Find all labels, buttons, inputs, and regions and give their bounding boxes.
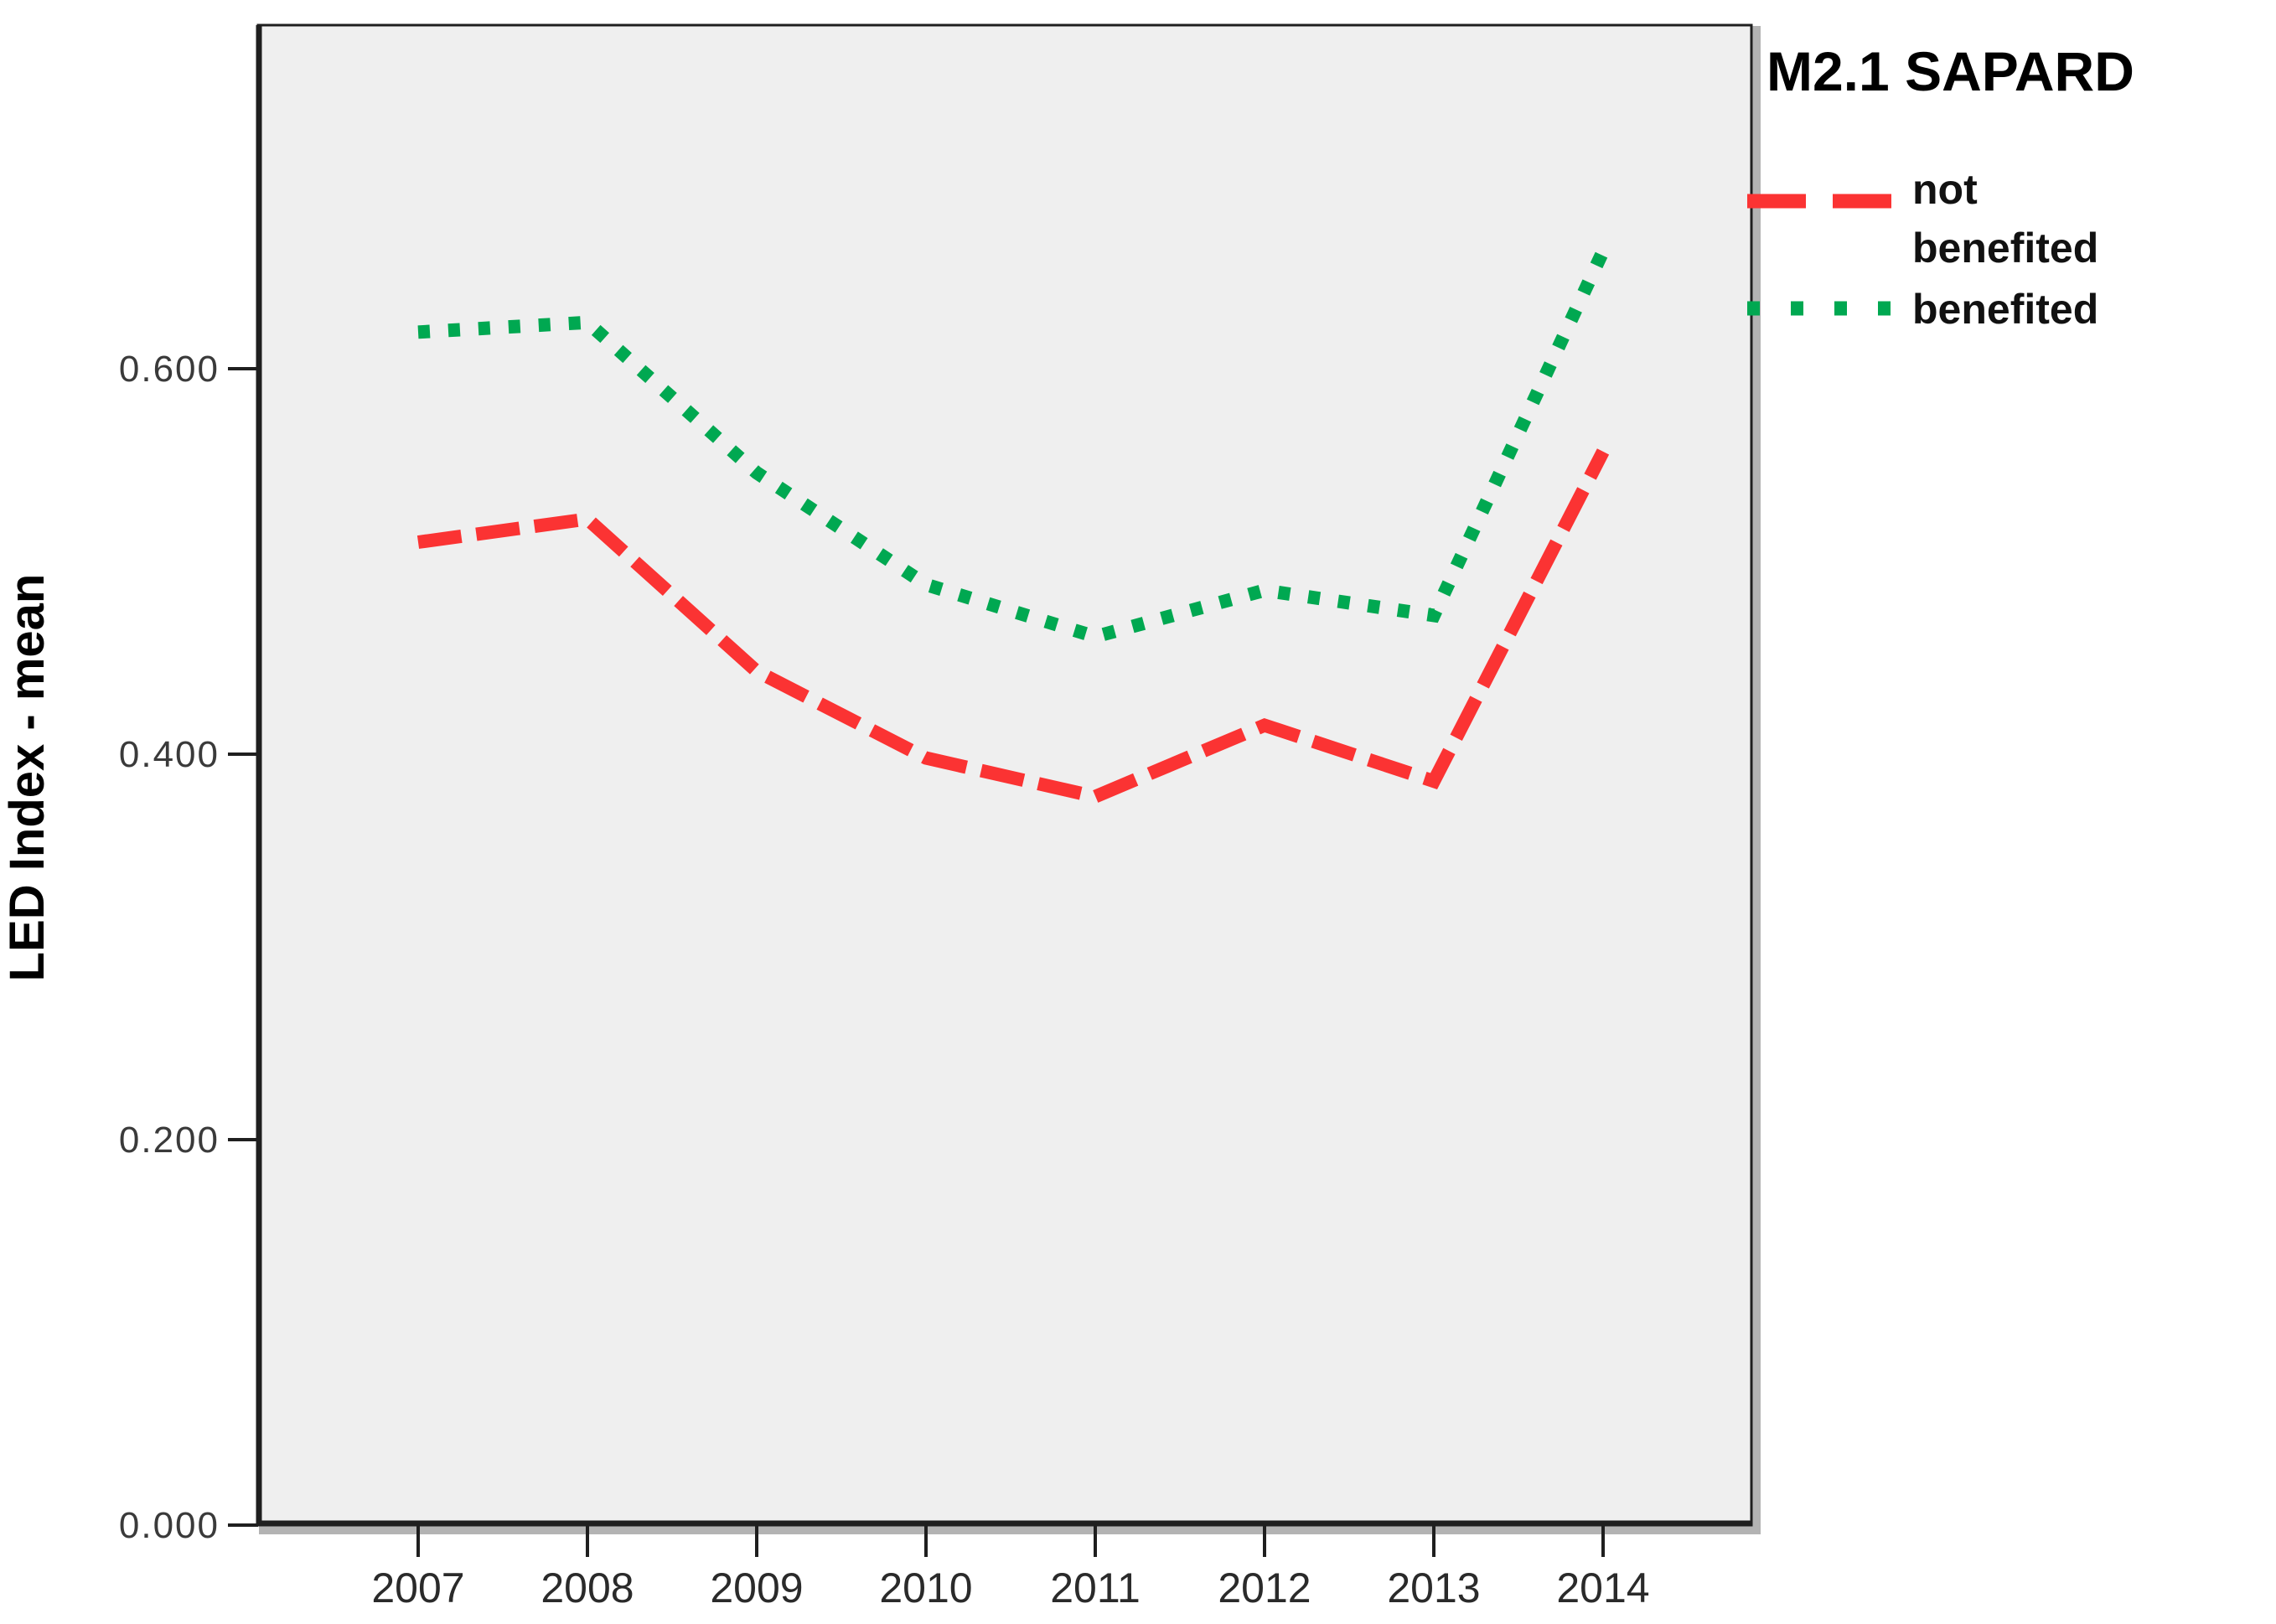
x-tick-label: 2010: [879, 1565, 972, 1611]
data-series: [416, 248, 1610, 804]
legend-title: M2.1 SAPARD: [1766, 40, 2134, 102]
x-tick-label: 2007: [371, 1565, 464, 1611]
x-axis-ticks: 2007 2008 2009 2010 2011 2012 2013 2014: [371, 1525, 1650, 1611]
y-tick-label: 0.000: [119, 1505, 220, 1546]
legend-item-label: benefited: [1912, 286, 2098, 333]
legend: M2.1 SAPARD not benefited benefited: [1747, 40, 2134, 333]
plot-area: [256, 23, 1761, 1534]
x-tick-label: 2014: [1556, 1565, 1649, 1611]
x-tick-label: 2012: [1218, 1565, 1311, 1611]
y-axis-ticks: 0.000 0.200 0.400 0.600: [119, 349, 258, 1546]
legend-item-label: not benefited: [1912, 166, 2098, 272]
y-tick-label: 0.200: [119, 1120, 220, 1161]
y-tick-label: 0.600: [119, 349, 220, 390]
x-tick-label: 2013: [1387, 1565, 1480, 1611]
y-tick-label: 0.400: [119, 734, 220, 775]
series-line-not-benefited: [416, 448, 1610, 804]
y-axis-title: LED Index - mean: [0, 574, 54, 982]
plot-frame: [256, 23, 1753, 1527]
x-tick-label: 2008: [541, 1565, 634, 1611]
series-line-benefited: [417, 248, 1610, 644]
x-tick-label: 2011: [1050, 1565, 1141, 1611]
x-tick-label: 2009: [710, 1565, 803, 1611]
